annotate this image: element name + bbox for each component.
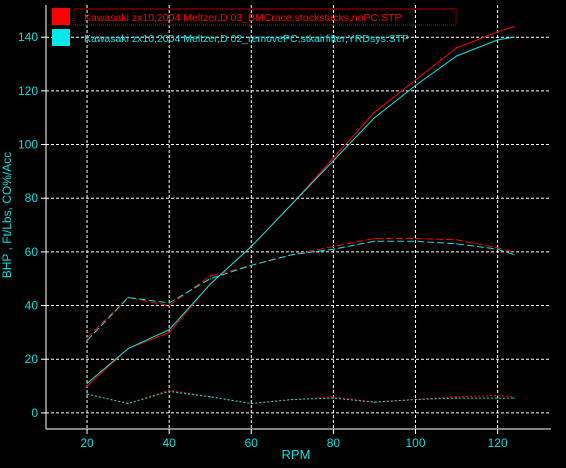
y-axis-label: BHP , Ft/Lbs, CO%/Acc [0,152,14,278]
series-2-torque-point [291,254,293,256]
y-tick-label: 0 [31,406,38,420]
series-1-torque-point [456,239,458,241]
series-2-torque-point [373,240,376,242]
series-1-co-acc-line [86,389,515,405]
legend-selection-box [73,8,457,26]
series-2-torque-point [414,240,417,242]
series-layer [86,25,515,405]
y-tick-label: 120 [18,84,38,98]
series-2-torque-point [250,264,252,266]
series-2-co-acc-point [291,398,293,401]
series-1-power-point [373,111,376,113]
series-1-co-acc-point [513,396,515,398]
legend: Kawasaki zx10,2004 Meltzer,D 03_BMCrace,… [52,8,457,46]
y-tick-label: 20 [25,352,39,366]
series-2-power-line [86,36,515,384]
series-2-torque-point [332,248,334,250]
y-tick-label: 60 [25,245,39,259]
series-2-power-point [127,347,129,350]
x-axis-label: RPM [282,447,311,462]
series-1-torque-point [86,337,88,339]
series-2-power-point [332,160,334,162]
series-1-power-line [86,26,515,387]
legend-swatch [52,29,70,46]
series-2-co-acc-point [513,397,515,399]
x-tick-label: 20 [80,436,94,450]
series-2 [86,36,515,405]
series-2-torque-line [86,240,515,341]
series-1-co-acc-point [332,396,334,398]
series-2-co-acc-point [373,401,376,403]
series-2-co-acc-point [414,398,417,401]
series-2-co-acc-point [456,397,458,399]
series-2-power-point [291,203,293,205]
series-1-power-point [513,25,515,28]
series-1-torque-point [209,275,211,277]
series-2-torque-point [127,296,129,299]
x-tick-label: 120 [488,436,508,450]
series-2-co-acc-point [127,402,129,405]
series-1-co-acc-point [168,389,170,391]
series-1-power-point [414,79,417,81]
series-1-torque-point [513,251,515,253]
y-tick-label: 80 [25,191,39,205]
x-tick-label: 100 [405,436,425,450]
grid-layer [46,5,551,429]
x-tick-label: 80 [327,436,341,450]
series-2-co-acc-point [250,402,252,405]
series-1-power-point [497,31,499,33]
series-2-torque-point [86,339,88,341]
series-1-torque-point [168,305,170,307]
series-2-power-point [373,117,376,119]
series-2-co-acc-point [86,393,88,395]
series-1-power-point [456,47,458,49]
y-tick-label: 140 [18,30,38,44]
series-1-co-acc-point [497,394,499,397]
series-2-torque-point [168,302,170,304]
series-1-power-point [86,385,88,387]
series-1-torque-point [373,237,376,240]
axis-layer: 20 40 60 80 100 120 0 20 40 60 80 100 120 140 [18,5,551,450]
legend-swatch [52,8,70,25]
series-2-torque-point [456,243,458,245]
series-2-torque-point [513,254,515,256]
series-2-torque-point [209,278,211,280]
series-2-co-acc-line [86,390,514,405]
legend-label: Kawasaki zx10,2004 Meltzer,D 02_removePC… [84,33,409,45]
series-1-co-acc-point [456,396,458,398]
series-2-torque-point [497,248,499,250]
series-1-torque-line [86,238,515,339]
series-2-power-point [456,55,458,57]
series-1-torque-point [497,247,499,249]
series-1-torque-point [332,245,334,248]
series-1-power-point [168,331,170,333]
series-2-power-point [414,84,417,87]
series-2-power-point [513,36,515,38]
series-2-power-point [168,329,170,331]
legend-item-2: Kawasaki zx10,2004 Meltzer,D 02_removePC… [52,29,409,46]
series-2-power-point [86,382,88,384]
legend-item-1: Kawasaki zx10,2004 Meltzer,D 03_BMCrace,… [52,8,457,26]
y-tick-label: 40 [25,299,39,313]
series-2-power-point [250,245,252,248]
series-1-torque-point [414,237,417,240]
x-tick-label: 40 [162,436,176,450]
x-tick-label: 60 [245,436,259,450]
series-2-power-point [497,39,499,41]
series-2-power-point [209,283,211,285]
series-2-co-acc-point [168,390,170,392]
series-2-co-acc-point [209,396,211,398]
series-2-co-acc-point [497,397,499,399]
series-2-co-acc-point [332,397,334,399]
series-1-power-point [332,157,334,159]
legend-label: Kawasaki zx10,2004 Meltzer,D 03_BMCrace,… [84,12,401,24]
y-tick-label: 100 [18,138,38,152]
